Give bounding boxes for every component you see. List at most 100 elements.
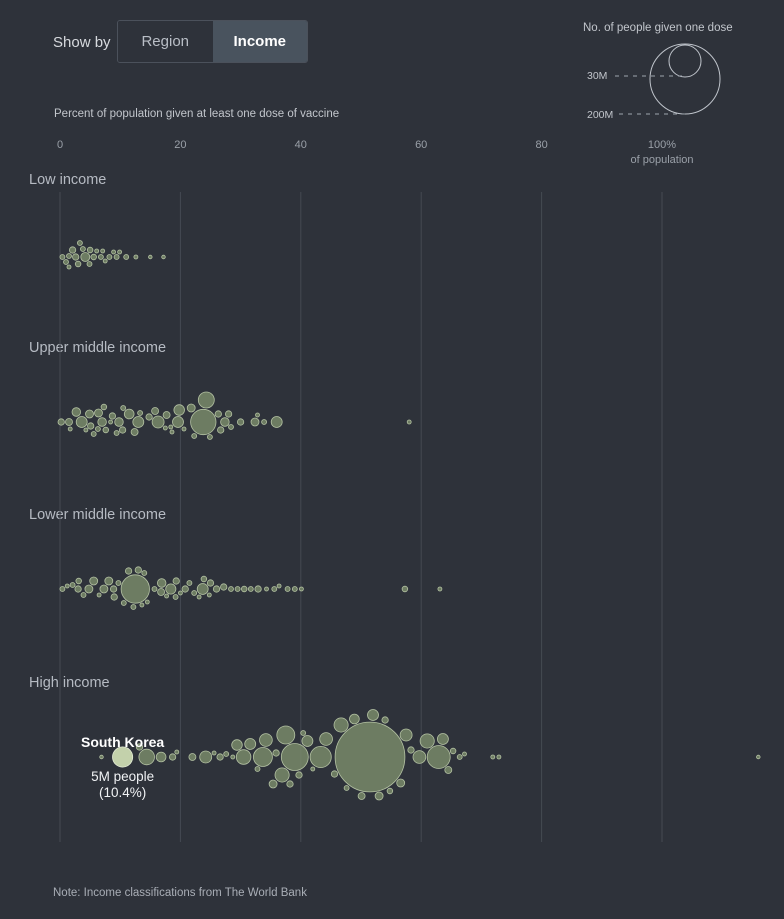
bubble-high-income-43: [407, 746, 415, 754]
bubble-high-income-9: [211, 750, 217, 756]
bubble-high-income-33: [343, 785, 350, 791]
bubble-lower-middle-income-15: [134, 566, 142, 574]
bubble-lower-middle-income-49: [74, 585, 82, 593]
bubble-low-income-10: [77, 240, 83, 246]
bubble-upper-middle-income-41: [217, 426, 225, 434]
bubble-lower-middle-income-7: [96, 592, 102, 598]
axis-title: Percent of population given at least one…: [54, 108, 340, 120]
bubble-high-income-1: [112, 746, 134, 768]
bubble-low-income-8: [63, 259, 69, 265]
bubble-upper-middle-income-42: [220, 417, 230, 427]
bubble-lower-middle-income-17: [144, 599, 150, 605]
bubble-lower-middle-income-23: [177, 590, 183, 596]
bubble-upper-middle-income-20: [214, 410, 222, 418]
bubble-lower-middle-income-50: [110, 593, 118, 601]
bubble-lower-middle-income-38: [271, 586, 278, 592]
bubble-high-income-22: [276, 725, 296, 745]
bubble-high-income-47: [436, 733, 449, 745]
group-label-high-income: High income: [29, 675, 110, 691]
bubble-high-income-18: [259, 733, 273, 747]
bubble-lower-middle-income-52: [206, 579, 215, 587]
bubble-lower-middle-income-27: [196, 594, 202, 600]
bubble-upper-middle-income-15: [168, 424, 174, 430]
group-label-lower-middle-income: Lower middle income: [29, 507, 167, 523]
bubble-lower-middle-income-1: [64, 583, 70, 589]
bubble-low-income-9: [69, 246, 77, 254]
bubble-lower-middle-income-4: [80, 592, 87, 598]
bubble-upper-middle-income-39: [191, 433, 198, 439]
bubble-lower-middle-income-36: [254, 585, 262, 593]
bubble-high-income-29: [309, 746, 332, 769]
x-tick-sublabel: of population: [631, 154, 694, 166]
annotation-country: South Korea: [81, 734, 164, 750]
bubble-high-income-20: [272, 749, 280, 757]
region-button[interactable]: Region: [118, 21, 213, 62]
bubble-upper-middle-income-29: [120, 405, 127, 411]
bubble-high-income-10: [216, 753, 224, 761]
bubble-high-income-3: [138, 748, 155, 766]
show-by-label: Show by: [53, 34, 111, 51]
bubble-high-income-17: [252, 747, 273, 767]
x-tick-label-100: 100%: [648, 139, 676, 151]
bubble-upper-middle-income-28: [114, 417, 124, 427]
bubble-lower-middle-income-11: [115, 580, 122, 586]
bubble-lower-middle-income-29: [206, 592, 212, 598]
x-tick-label-60: 60: [415, 139, 427, 151]
bubble-lower-middle-income-9: [104, 576, 114, 586]
bubble-high-income-28: [310, 766, 316, 772]
bubble-upper-middle-income-16: [172, 416, 184, 428]
bubble-high-income-30: [319, 732, 333, 746]
bubble-lower-middle-income-19: [156, 578, 167, 588]
legend-size-key: [615, 43, 721, 115]
bubble-lower-middle-income-39: [276, 583, 282, 589]
bubble-lower-middle-income-6: [89, 576, 99, 586]
bubble-high-income-0: [99, 754, 104, 760]
bubble-upper-middle-income-10: [113, 430, 120, 436]
bubble-high-income-39: [381, 716, 389, 724]
bubble-low-income-6: [100, 248, 106, 254]
bubble-upper-middle-income-14: [162, 425, 168, 431]
bubble-high-income-16: [254, 766, 261, 772]
bubble-low-income-1: [66, 253, 72, 259]
bubble-high-income-49: [449, 747, 457, 755]
bubble-upper-middle-income-34: [151, 415, 165, 429]
legend-label-large: 200M: [587, 109, 614, 121]
bubble-low-income-24: [161, 254, 166, 260]
bubble-low-income-13: [111, 249, 116, 255]
bubble-high-income-40: [386, 787, 394, 795]
bubble-high-income-41: [396, 778, 406, 788]
bubble-upper-middle-income-31: [130, 428, 139, 436]
bubble-upper-middle-income-9: [108, 412, 117, 420]
bubble-lower-middle-income-33: [234, 586, 241, 592]
bubble-low-income-20: [102, 258, 108, 264]
x-tick-label-40: 40: [295, 139, 307, 151]
bubble-upper-middle-income-11: [119, 426, 127, 434]
bubble-upper-middle-income-38: [181, 426, 187, 432]
legend-label-small: 30M: [587, 70, 608, 82]
bubble-high-income-6: [174, 749, 180, 755]
bubble-high-income-15: [244, 738, 257, 750]
income-button[interactable]: Income: [212, 21, 307, 62]
x-axis-ticks: 0 20 40 60 80 100% of population: [57, 139, 694, 166]
bubbles: [57, 240, 761, 801]
bubble-upper-middle-income-40: [197, 391, 215, 409]
bubble-lower-middle-income-14: [130, 604, 137, 610]
bubble-low-income-17: [74, 260, 82, 268]
legend-circle-small: [668, 44, 702, 78]
bubble-upper-middle-income-26: [100, 403, 108, 411]
bubble-upper-middle-income-36: [169, 429, 175, 435]
bubble-upper-middle-income-19: [206, 434, 213, 440]
bubble-upper-middle-income-0: [57, 418, 65, 426]
bubble-lower-middle-income-40: [284, 586, 291, 592]
bubble-upper-middle-income-4: [83, 427, 89, 433]
bubble-lower-middle-income-31: [220, 583, 228, 591]
bubble-upper-middle-income-37: [173, 404, 185, 416]
bubble-upper-middle-income-3: [75, 416, 88, 428]
bubble-high-income-51: [462, 751, 467, 757]
bubble-upper-middle-income-44: [237, 418, 245, 426]
x-tick-label-20: 20: [174, 139, 186, 151]
bubble-low-income-23: [148, 254, 153, 260]
bubble-upper-middle-income-25: [94, 408, 103, 418]
bubble-upper-middle-income-12: [132, 416, 145, 428]
bubble-lower-middle-income-3: [75, 577, 82, 585]
